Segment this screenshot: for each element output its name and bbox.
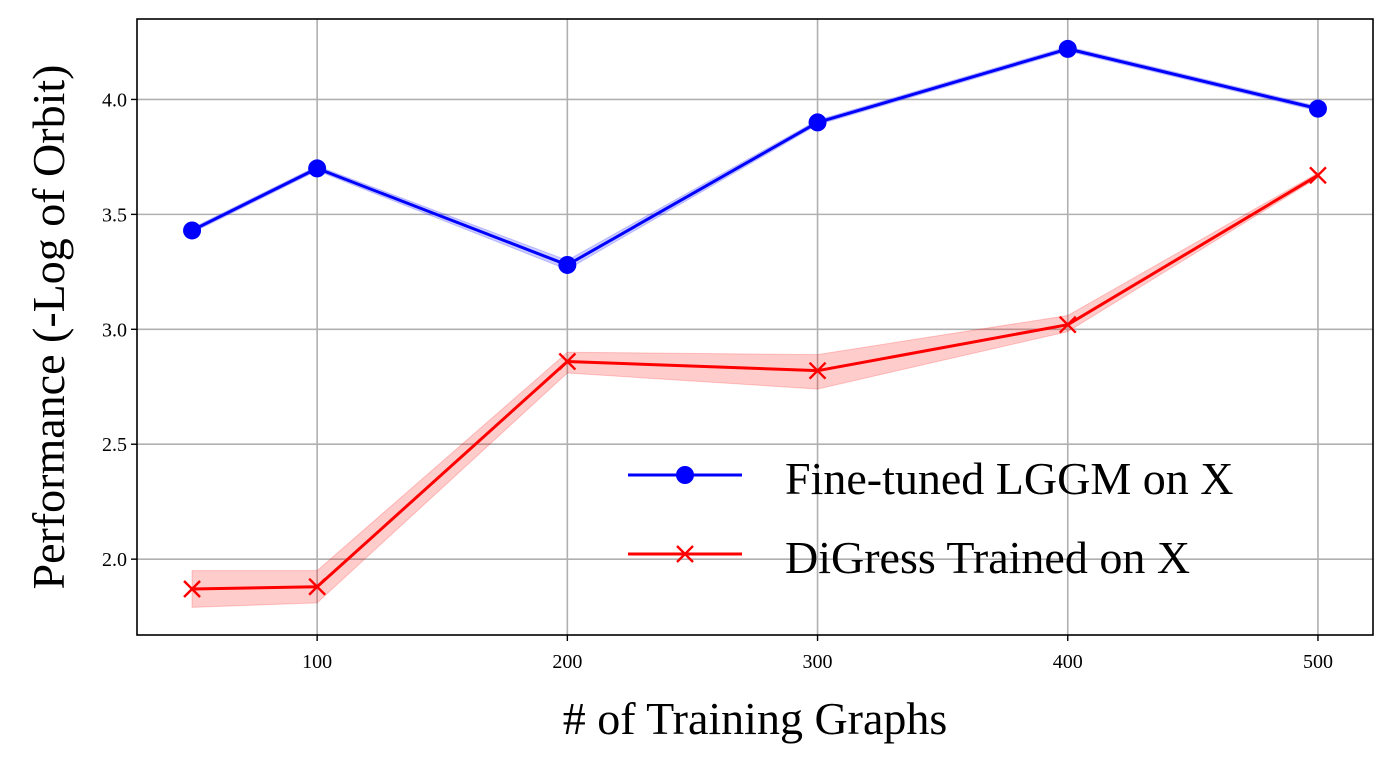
- y-tick-label: 4.0: [102, 89, 127, 111]
- series-markers: [183, 39, 1327, 598]
- axis-ticks: 100 200 300 400 500 2.0 2.5 3.0 3.5 4.0: [102, 89, 1333, 673]
- x-tick-label: 400: [1053, 651, 1083, 673]
- y-tick-label: 3.0: [102, 319, 127, 341]
- legend-marker-lggm: [676, 466, 694, 484]
- y-tick-label: 2.5: [102, 434, 127, 456]
- data-point-lggm: [308, 159, 327, 178]
- data-point-digress: [808, 361, 827, 380]
- data-point-digress: [558, 352, 577, 371]
- x-tick-label: 200: [552, 651, 582, 673]
- plot-frame: [136, 18, 1374, 636]
- x-axis-title: # of Training Graphs: [563, 693, 948, 744]
- series-line-lggm: [191, 47, 1319, 267]
- data-point-lggm: [1308, 99, 1327, 118]
- data-point-lggm: [183, 221, 202, 240]
- data-point-lggm: [558, 255, 577, 274]
- series-lines: [191, 47, 1319, 591]
- data-point-digress: [308, 577, 326, 596]
- legend-label-digress: DiGress Trained on X: [785, 532, 1190, 583]
- x-tick-label: 500: [1303, 651, 1333, 673]
- legend-marker-digress: [676, 545, 694, 563]
- y-tick-label: 2.0: [102, 549, 127, 571]
- y-axis-title: Performance (-Log of Orbit): [23, 65, 74, 590]
- data-point-digress: [1309, 166, 1327, 185]
- series-line-digress: [192, 174, 1319, 591]
- legend: Fine-tuned LGGM on X DiGress Trained on …: [628, 453, 1233, 583]
- legend-label-lggm: Fine-tuned LGGM on X: [785, 453, 1233, 504]
- band-digress: [191, 172, 1319, 608]
- x-tick-label: 300: [803, 651, 833, 673]
- data-point-lggm: [1058, 39, 1077, 58]
- data-point-digress: [183, 580, 201, 598]
- x-tick-label: 100: [302, 651, 332, 673]
- y-tick-label: 3.5: [102, 204, 127, 226]
- data-point-digress: [1058, 315, 1077, 334]
- data-point-lggm: [808, 113, 827, 132]
